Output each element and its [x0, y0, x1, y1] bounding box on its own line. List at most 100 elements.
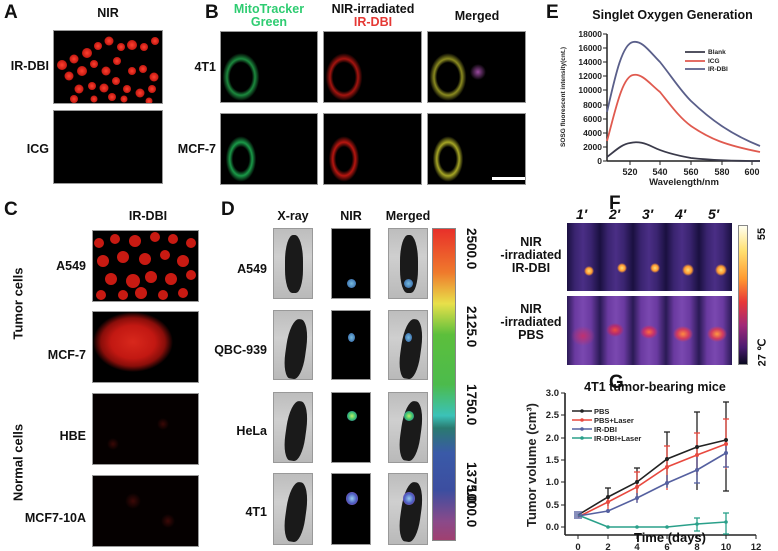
- panel-d-row-label-4t1: 4T1: [245, 505, 267, 519]
- time-label-1: 1′: [576, 206, 588, 222]
- panel-d-a549-nir-image: [331, 228, 371, 299]
- row-line1: NIR: [520, 302, 542, 316]
- legend-irdbi: IR-DBI: [708, 66, 728, 73]
- panel-c-row-label-a549: A549: [56, 259, 86, 273]
- panel-d-header-nir: NIR: [340, 209, 362, 223]
- time-label-4: 4′: [675, 206, 687, 222]
- panel-b-mcf7-mitotracker-image: [220, 113, 318, 185]
- panel-d-qbc939-merged-image: [388, 310, 428, 380]
- colorbar-tick-2125: 2125.0: [464, 306, 479, 348]
- legend-irdbi: IR-DBI: [594, 425, 617, 434]
- panel-c-row-label-mcf7: MCF-7: [47, 348, 86, 362]
- legend-irdbi-laser: IR-DBI+Laser: [594, 434, 641, 443]
- ytick: 8000: [583, 100, 602, 110]
- ytick: 2000: [583, 142, 602, 152]
- panel-d-4t1-nir-image: [331, 473, 371, 545]
- data-markers: [574, 438, 728, 529]
- panel-d-colorbar: [432, 228, 456, 541]
- row-line3: IR-DBI: [511, 261, 551, 275]
- series-icg-line: [606, 73, 761, 153]
- chart-g-legend: PBS PBS+Laser IR-DBI IR-DBI+Laser: [572, 407, 641, 443]
- legend-blank: Blank: [708, 49, 726, 56]
- chart-e-ylabel: SOSG fluorescent intensity(cnt.): [560, 47, 567, 147]
- ytick: 6000: [583, 114, 602, 124]
- chart-e-singlet-oxygen: 18000 16000 14000 12000 10000 8000 6000 …: [560, 29, 761, 188]
- ytick: 0: [597, 156, 602, 166]
- ytick: 1.5: [546, 455, 560, 466]
- header-line2: Green: [250, 15, 288, 29]
- row-line2: -irradiated: [500, 315, 562, 329]
- panel-b-header-merged: Merged: [454, 9, 500, 23]
- time-label-3: 3′: [642, 206, 654, 222]
- legend-pbs-laser: PBS+Laser: [594, 416, 634, 425]
- ytick: 10000: [578, 85, 602, 95]
- panel-b-header-nir-irradiated: NIR-irradiated IR-DBI: [322, 3, 424, 29]
- panel-c-hbe-image: [92, 393, 199, 465]
- xtick: 520: [622, 167, 637, 177]
- series-irdbi-laser-line: [577, 514, 727, 528]
- panel-a-row-label-icg: ICG: [26, 142, 49, 156]
- panel-b-header-mitotracker: MitoTracker Green: [219, 3, 319, 29]
- xtick: 600: [744, 167, 759, 177]
- panel-d-4t1-merged-image: [388, 473, 428, 545]
- panel-f-label: F: [609, 193, 621, 214]
- ytick: 3.0: [546, 388, 559, 399]
- colorbar-tick-1000: 1000.0: [464, 486, 479, 528]
- panel-c-a549-image: [92, 230, 199, 302]
- chart-e-legend: Blank ICG IR-DBI: [685, 49, 728, 73]
- panel-b-row-label-4t1: 4T1: [194, 60, 216, 74]
- ytick: 2.5: [546, 410, 560, 421]
- row-line2: -irradiated: [500, 248, 562, 262]
- colorbar-tick-1750: 1750.0: [464, 384, 479, 426]
- red-cells-image: [94, 232, 196, 300]
- row-line1: NIR: [520, 235, 542, 249]
- panel-e-label: E: [546, 2, 559, 23]
- ytick: 2.0: [546, 433, 559, 444]
- panel-f-colorbar: [738, 225, 748, 365]
- xtick: 580: [714, 167, 729, 177]
- xtick: 10: [721, 542, 732, 551]
- chart-e-xlabel: Wavelength/nm: [649, 177, 719, 188]
- series-irdbi-line: [577, 452, 727, 517]
- panel-d-header-xray: X-ray: [277, 209, 309, 223]
- red-cells-image: [57, 36, 159, 103]
- header-line1: MitoTracker: [233, 2, 305, 16]
- panel-b-mcf7-irdbi-image: [323, 113, 422, 185]
- panel-b-4t1-irdbi-image: [323, 31, 422, 103]
- header-line2: IR-DBI: [353, 15, 393, 29]
- panel-a-nir-icg-image: [53, 110, 163, 184]
- row-line3: PBS: [518, 328, 544, 342]
- chart-g-ylabel: Tumor volume (cm³): [524, 403, 539, 527]
- panel-f-row-label-irdbi: NIR -irradiated IR-DBI: [500, 236, 562, 275]
- xtick: 6: [664, 542, 669, 551]
- ytick: 18000: [578, 29, 602, 39]
- panel-c-mcf7-10a-image: [92, 475, 199, 547]
- panel-d-a549-xray-image: [273, 228, 313, 299]
- panel-d-a549-merged-image: [388, 228, 428, 299]
- time-label-2: 2′: [609, 206, 621, 222]
- panel-d-label: D: [221, 199, 235, 220]
- panel-d-qbc939-nir-image: [331, 310, 371, 380]
- panel-c-column-header: IR-DBI: [128, 209, 168, 223]
- panel-f-colorbar-min: 27 ℃: [756, 338, 769, 367]
- panel-f-irdbi-thermal-images: [567, 223, 732, 291]
- legend-pbs: PBS: [594, 407, 609, 416]
- chart-e-title: Singlet Oxygen Generation: [592, 8, 753, 22]
- time-label-5: 5′: [708, 206, 720, 222]
- chart-g-xlabel: Time (days): [633, 530, 706, 545]
- panel-f-pbs-thermal-images: [567, 296, 732, 365]
- panel-d-hela-merged-image: [388, 392, 428, 463]
- ytick: 0.0: [546, 522, 559, 533]
- panel-d-header-merged: Merged: [385, 209, 431, 223]
- panel-f-time-labels: 1′ 2′ 3′ 4′ 5′: [567, 206, 733, 222]
- panel-b-row-label-mcf7: MCF-7: [177, 142, 216, 156]
- panel-d-4t1-xray-image: [273, 473, 313, 545]
- series-blank-line: [606, 141, 761, 162]
- xtick: 12: [751, 542, 762, 551]
- xtick: 0: [575, 542, 580, 551]
- series-pbs-laser-line: [577, 443, 727, 518]
- panel-c-group-normal-cells: Normal cells: [10, 423, 26, 502]
- panel-f-colorbar-max: 55: [756, 227, 768, 241]
- xtick: 4: [634, 542, 640, 551]
- panel-c-row-label-hbe: HBE: [59, 429, 86, 443]
